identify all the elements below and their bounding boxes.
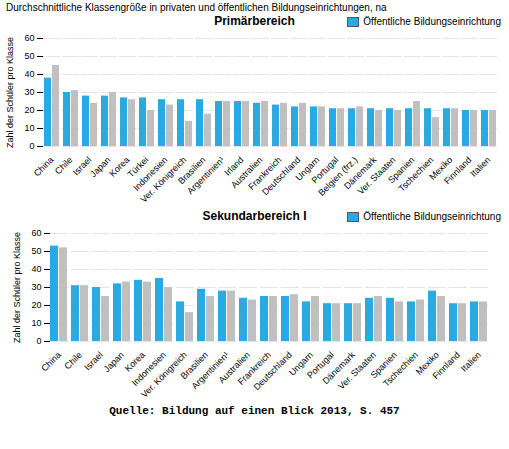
svg-text:Brasilien: Brasilien <box>178 349 210 382</box>
svg-text:Chile: Chile <box>53 155 75 177</box>
svg-text:Australien: Australien <box>216 349 252 386</box>
svg-text:Argentinien¹: Argentinien¹ <box>185 155 226 196</box>
svg-text:Israel: Israel <box>82 350 105 373</box>
svg-text:Finnland: Finnland <box>442 154 474 187</box>
html-text:Öffentliche Bildungseinrichtun: Öffentliche Bildungseinrichtung <box>363 211 501 222</box>
svg-text:10: 10 <box>31 318 41 328</box>
svg-text:40: 40 <box>24 69 34 79</box>
svg-text:30: 30 <box>24 87 34 97</box>
svg-text:Chile: Chile <box>62 350 84 372</box>
svg-text:Italien: Italien <box>459 350 483 374</box>
svg-text:Dänemark: Dänemark <box>320 349 357 387</box>
svg-text:Mexiko: Mexiko <box>427 154 455 182</box>
svg-text:Tschechien: Tschechien <box>381 349 420 389</box>
html-text:Quelle: Bildung auf einen Blic: Quelle: Bildung auf einen Blick 2013, S.… <box>109 405 400 417</box>
svg-text:Deutschland: Deutschland <box>260 154 303 198</box>
svg-text:Dänemark: Dänemark <box>342 154 379 192</box>
svg-text:10: 10 <box>24 123 34 133</box>
svg-text:60: 60 <box>31 228 41 238</box>
svg-text:Spanien: Spanien <box>368 349 399 381</box>
html-text:Öffentliche Bildungseinrichtun: Öffentliche Bildungseinrichtung <box>363 16 501 27</box>
svg-text:Indonesien: Indonesien <box>129 349 168 388</box>
svg-text:Korea: Korea <box>122 349 147 374</box>
svg-text:Portugal: Portugal <box>305 349 336 381</box>
svg-text:Mexiko: Mexiko <box>413 349 441 377</box>
svg-text:Spanien: Spanien <box>386 154 417 186</box>
svg-text:50: 50 <box>31 246 41 256</box>
svg-text:Australien: Australien <box>229 154 265 191</box>
svg-text:Ungarn: Ungarn <box>287 349 315 378</box>
svg-text:Japan: Japan <box>88 155 112 179</box>
svg-text:Türkei: Türkei <box>125 154 151 180</box>
svg-text:Japan: Japan <box>102 350 126 374</box>
svg-text:Korea: Korea <box>107 154 132 179</box>
svg-text:Zahl der Schüler pro Klasse: Zahl der Schüler pro Klasse <box>5 37 15 148</box>
svg-text:Belgien (frz.): Belgien (frz.) <box>316 154 360 198</box>
svg-text:Ver. Königreich: Ver. Königreich <box>139 349 189 400</box>
svg-text:50: 50 <box>24 51 34 61</box>
svg-text:0: 0 <box>29 141 34 151</box>
svg-text:Frankreich: Frankreich <box>235 349 273 387</box>
svg-text:China: China <box>39 350 63 374</box>
svg-text:Italien: Italien <box>468 155 492 179</box>
svg-text:Portugal: Portugal <box>309 154 341 186</box>
html-text:Primärbereich: Primärbereich <box>214 14 295 28</box>
svg-text:Ver. Staaten: Ver. Staaten <box>336 349 378 392</box>
html-text:Sekundarbereich I: Sekundarbereich I <box>202 209 307 223</box>
svg-text:Indonesien: Indonesien <box>131 154 170 193</box>
svg-text:60: 60 <box>24 33 34 43</box>
html-text:Durchschnittliche Klassengröße: Durchschnittliche Klassengröße in privat… <box>6 2 387 13</box>
svg-text:Zahl der Schüler pro Klasse: Zahl der Schüler pro Klasse <box>12 232 22 343</box>
svg-text:Ver. Staaten: Ver. Staaten <box>355 154 398 197</box>
svg-text:30: 30 <box>31 282 41 292</box>
svg-text:Israel: Israel <box>70 154 94 178</box>
svg-text:Argentinien¹: Argentinien¹ <box>189 349 231 392</box>
svg-text:Frankreich: Frankreich <box>246 154 284 192</box>
svg-text:Irland: Irland <box>222 154 246 178</box>
svg-text:Ver. Königreich: Ver. Königreich <box>138 154 189 205</box>
svg-text:Ungarn: Ungarn <box>293 154 322 183</box>
svg-text:Deutschland: Deutschland <box>251 349 294 393</box>
svg-text:China: China <box>32 155 56 179</box>
svg-text:Brasilien: Brasilien <box>176 154 208 187</box>
svg-text:0: 0 <box>36 336 41 346</box>
svg-text:Finnland: Finnland <box>430 350 461 381</box>
svg-text:20: 20 <box>31 300 41 310</box>
svg-text:40: 40 <box>31 264 41 274</box>
svg-text:20: 20 <box>24 105 34 115</box>
svg-text:Tschechien: Tschechien <box>396 154 436 194</box>
